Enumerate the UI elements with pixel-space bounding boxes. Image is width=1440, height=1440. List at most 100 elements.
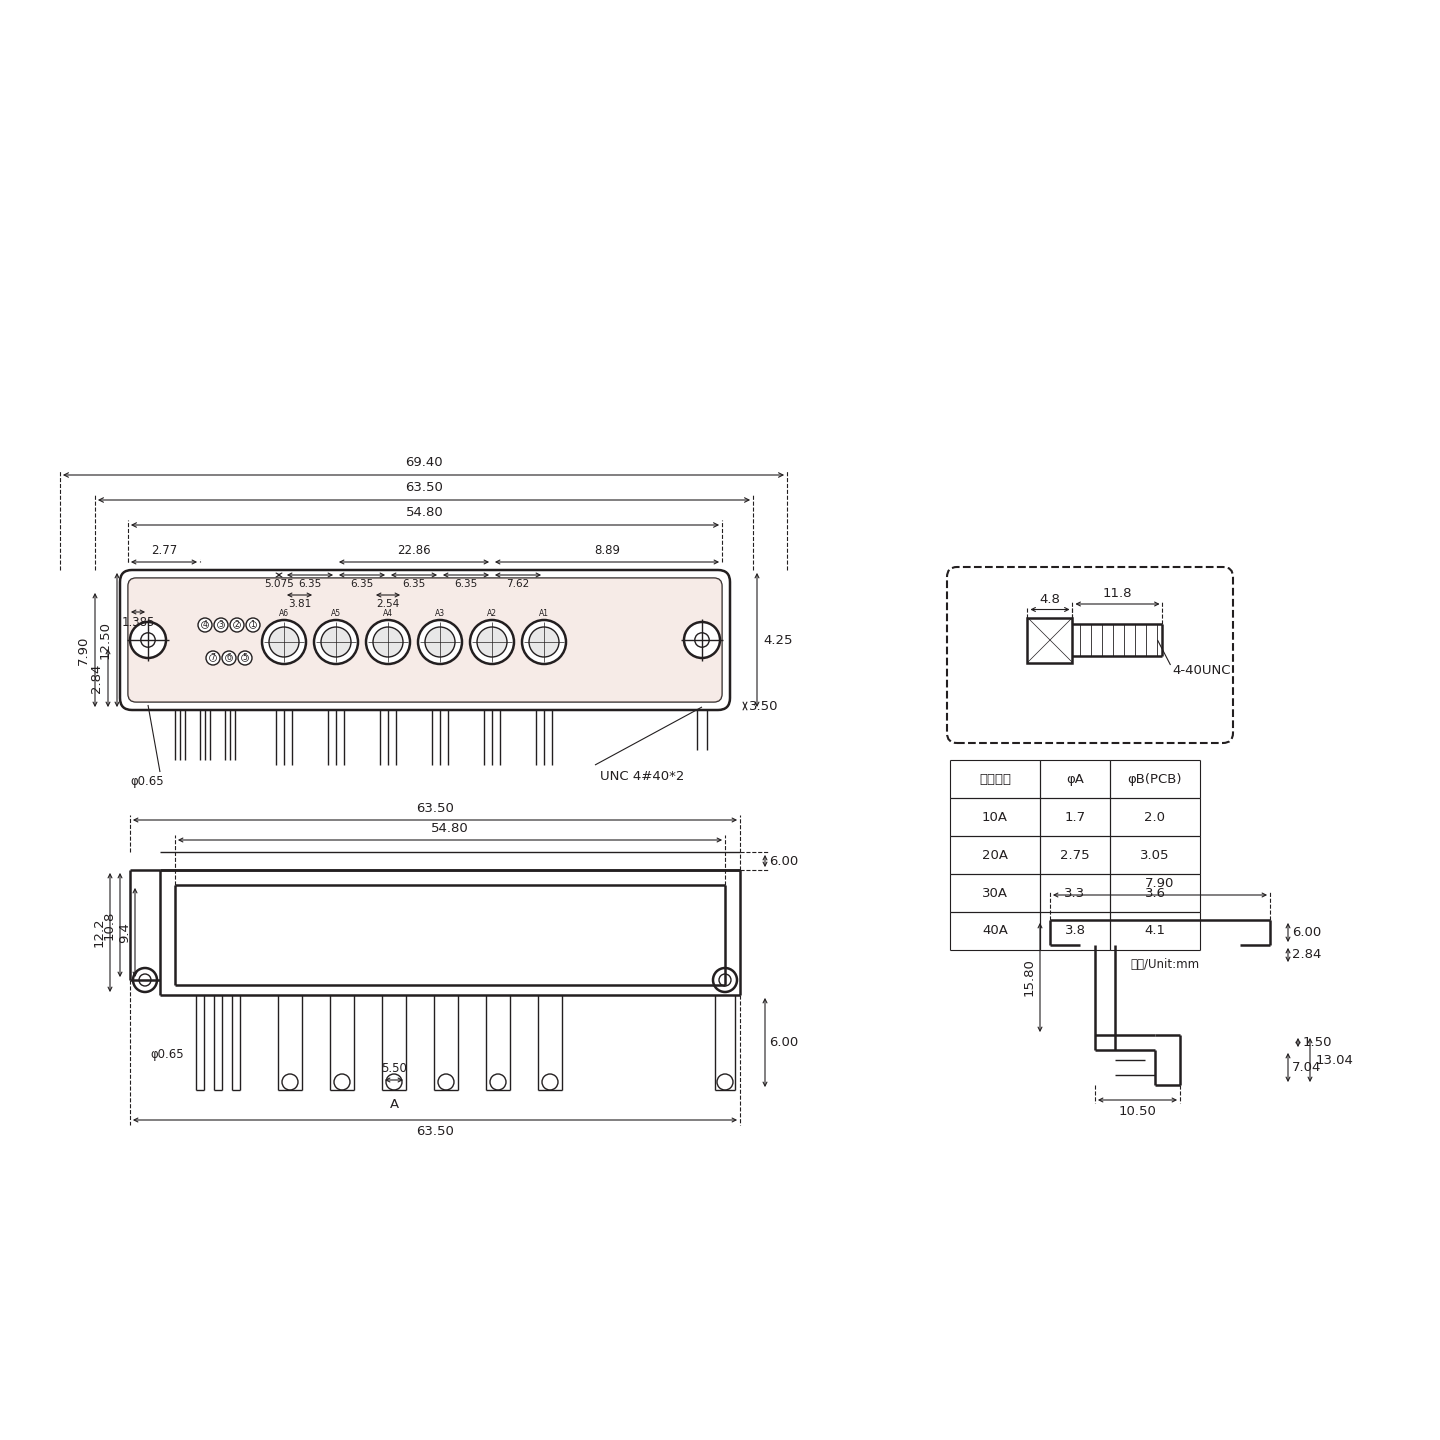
Text: A6: A6 <box>279 609 289 618</box>
FancyBboxPatch shape <box>128 577 721 703</box>
Text: 4-40UNC: 4-40UNC <box>1172 664 1231 677</box>
Circle shape <box>246 618 261 632</box>
Text: 2.75: 2.75 <box>1060 848 1090 861</box>
Text: 5.50: 5.50 <box>382 1063 408 1076</box>
Text: 10.50: 10.50 <box>1119 1104 1156 1117</box>
Text: 3.81: 3.81 <box>288 599 311 609</box>
Text: 6.00: 6.00 <box>769 1035 798 1048</box>
Text: A4: A4 <box>383 609 393 618</box>
Text: 7: 7 <box>210 652 216 661</box>
Circle shape <box>541 1074 559 1090</box>
Circle shape <box>269 626 300 657</box>
Text: 3: 3 <box>219 619 223 628</box>
Text: 63.50: 63.50 <box>405 481 444 494</box>
Text: 3.3: 3.3 <box>1064 887 1086 900</box>
FancyBboxPatch shape <box>120 570 730 710</box>
Text: 2.54: 2.54 <box>376 599 400 609</box>
Text: 3.50: 3.50 <box>749 700 779 713</box>
Text: 6.35: 6.35 <box>298 579 321 589</box>
Text: 5: 5 <box>242 652 248 661</box>
Text: 2.77: 2.77 <box>151 544 177 557</box>
Circle shape <box>490 1074 505 1090</box>
Text: 40A: 40A <box>982 924 1008 937</box>
Text: 6.00: 6.00 <box>769 854 798 867</box>
Text: 单位/Unit:mm: 单位/Unit:mm <box>1130 958 1200 971</box>
Text: 6.35: 6.35 <box>455 579 478 589</box>
Text: 3.8: 3.8 <box>1064 924 1086 937</box>
Circle shape <box>314 621 359 664</box>
Circle shape <box>215 618 228 632</box>
Circle shape <box>141 632 156 647</box>
Circle shape <box>242 655 249 661</box>
Text: 额定电流: 额定电流 <box>979 772 1011 785</box>
Text: 1.7: 1.7 <box>1064 811 1086 824</box>
Circle shape <box>684 622 720 658</box>
Circle shape <box>262 621 307 664</box>
Text: 6.35: 6.35 <box>402 579 426 589</box>
Circle shape <box>238 651 252 665</box>
Text: 9.4: 9.4 <box>118 922 131 943</box>
Circle shape <box>230 618 243 632</box>
Text: 3.6: 3.6 <box>1145 887 1165 900</box>
Text: 4.8: 4.8 <box>1040 592 1060 605</box>
Text: 63.50: 63.50 <box>416 802 454 815</box>
Text: 7.90: 7.90 <box>76 635 91 665</box>
Text: 54.80: 54.80 <box>431 822 469 835</box>
Text: 12.50: 12.50 <box>99 621 112 660</box>
Circle shape <box>222 651 236 665</box>
Circle shape <box>334 1074 350 1090</box>
Circle shape <box>717 1074 733 1090</box>
Text: A2: A2 <box>487 609 497 618</box>
Text: 4.25: 4.25 <box>763 634 792 647</box>
Circle shape <box>469 621 514 664</box>
Bar <box>1028 618 1073 662</box>
Text: 1.385: 1.385 <box>121 616 154 629</box>
Text: 69.40: 69.40 <box>405 456 442 469</box>
Text: UNC 4#40*2: UNC 4#40*2 <box>600 770 684 783</box>
Text: 10A: 10A <box>982 811 1008 824</box>
Circle shape <box>140 973 151 986</box>
FancyBboxPatch shape <box>128 577 721 703</box>
Text: 5.075: 5.075 <box>264 579 294 589</box>
Circle shape <box>209 655 216 661</box>
Text: 7.90: 7.90 <box>1145 877 1175 890</box>
Circle shape <box>418 621 462 664</box>
Circle shape <box>199 618 212 632</box>
Text: 54.80: 54.80 <box>406 505 444 518</box>
Text: 15.80: 15.80 <box>1022 959 1035 996</box>
Circle shape <box>477 626 507 657</box>
Text: φ0.65: φ0.65 <box>150 1048 184 1061</box>
Text: 3.05: 3.05 <box>1140 848 1169 861</box>
Text: A1: A1 <box>539 609 549 618</box>
Text: 1: 1 <box>251 619 255 628</box>
Circle shape <box>202 622 209 628</box>
Text: 1.50: 1.50 <box>1303 1035 1332 1048</box>
Text: 8.89: 8.89 <box>593 544 621 557</box>
Text: 7.04: 7.04 <box>1292 1061 1322 1074</box>
Text: 13.04: 13.04 <box>1316 1054 1354 1067</box>
Circle shape <box>282 1074 298 1090</box>
Circle shape <box>719 973 732 986</box>
Circle shape <box>386 1074 402 1090</box>
Text: 2: 2 <box>235 619 239 628</box>
Circle shape <box>425 626 455 657</box>
Text: 6.35: 6.35 <box>350 579 373 589</box>
Text: 22.86: 22.86 <box>397 544 431 557</box>
Text: 10.8: 10.8 <box>104 910 117 940</box>
Text: φB(PCB): φB(PCB) <box>1128 772 1182 785</box>
Text: 4: 4 <box>203 619 207 628</box>
FancyBboxPatch shape <box>948 567 1233 743</box>
Text: φA: φA <box>1066 772 1084 785</box>
Circle shape <box>438 1074 454 1090</box>
Circle shape <box>366 621 410 664</box>
Text: 12.2: 12.2 <box>94 917 107 948</box>
Circle shape <box>373 626 403 657</box>
Circle shape <box>249 622 256 628</box>
Circle shape <box>694 632 708 647</box>
Text: 7.62: 7.62 <box>507 579 530 589</box>
Circle shape <box>132 968 157 992</box>
Text: 63.50: 63.50 <box>416 1125 454 1138</box>
Text: 2.84: 2.84 <box>1292 949 1322 962</box>
Text: 11.8: 11.8 <box>1103 588 1132 600</box>
Circle shape <box>528 626 559 657</box>
